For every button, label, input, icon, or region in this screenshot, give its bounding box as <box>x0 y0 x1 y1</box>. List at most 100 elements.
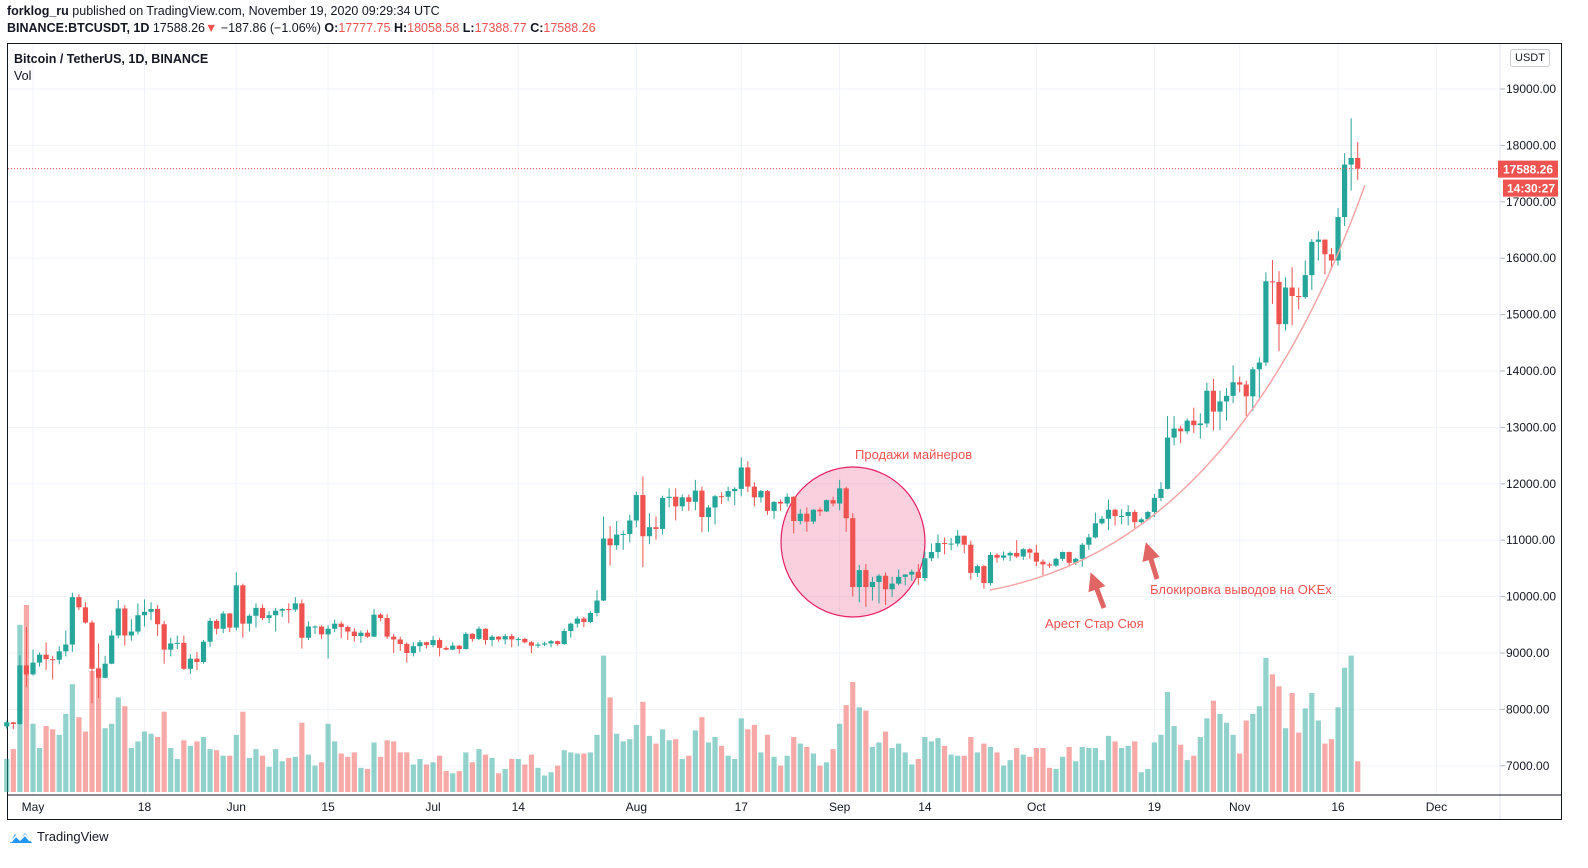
volume-bar <box>522 764 528 792</box>
volume-bar <box>1099 760 1105 792</box>
volume-bar <box>1184 760 1190 792</box>
candle-body <box>764 491 771 511</box>
x-tick-label: Jul <box>425 800 440 814</box>
volume-bar <box>705 742 712 792</box>
author[interactable]: forklog_ru <box>7 4 69 18</box>
tradingview-logo[interactable]: TradingView <box>8 829 109 844</box>
candle-body <box>640 495 646 537</box>
volume-bar <box>869 746 876 792</box>
candle-body <box>220 613 226 629</box>
candle-body <box>253 607 259 616</box>
volume-bar <box>981 743 987 792</box>
candle-body <box>718 496 725 498</box>
candle-body <box>1138 519 1144 523</box>
volume-bar <box>227 755 233 792</box>
volume-bar <box>456 771 462 792</box>
low-label: L: <box>462 21 475 35</box>
last-price-label: 17588.26 <box>1503 163 1553 177</box>
volume-bar <box>417 759 423 792</box>
candle-body <box>1033 552 1039 562</box>
candle-body <box>1355 157 1361 169</box>
volume-bar <box>791 737 797 792</box>
volume-bar <box>496 773 502 792</box>
candle-body <box>1256 362 1262 370</box>
candle-body <box>1020 549 1026 557</box>
candle-body <box>955 535 961 544</box>
volume-bar <box>364 768 371 792</box>
candle-body <box>745 467 751 487</box>
candle-body <box>1263 281 1269 363</box>
volume-bar <box>443 771 449 792</box>
candle-body <box>436 640 443 648</box>
candle-body <box>463 633 469 650</box>
candle-body <box>1092 523 1098 538</box>
candle-body <box>56 651 62 660</box>
volume-bar <box>561 750 567 792</box>
close-value: 17588.26 <box>543 21 596 35</box>
candle-body <box>987 554 994 584</box>
volume-bar <box>1053 768 1059 792</box>
trend-curve[interactable] <box>989 184 1366 591</box>
volume-bar <box>469 762 475 792</box>
volume-bar <box>214 750 220 792</box>
y-tick-label: 17000.00 <box>1506 195 1556 209</box>
volume-bar <box>174 759 180 792</box>
candle-body <box>509 636 515 640</box>
volume-bar <box>1046 767 1053 792</box>
volume-bar <box>1040 748 1046 792</box>
candle-body <box>1151 497 1158 512</box>
annotation-okex[interactable]: Блокировка выводов на OKEx <box>1150 582 1332 597</box>
candle-body <box>1000 555 1007 558</box>
bar-countdown: 14:30:27 <box>1507 182 1555 196</box>
annotation-arrest[interactable]: Арест Стар Сюя <box>1045 616 1144 631</box>
volume-bar <box>1204 718 1210 792</box>
candle-body <box>941 543 948 545</box>
chart-pane[interactable] <box>7 43 1562 820</box>
candle-body <box>653 527 659 529</box>
candle-body <box>791 496 797 522</box>
candle-body <box>69 597 75 645</box>
candle-body <box>659 497 666 529</box>
volume-bar <box>1060 756 1066 792</box>
candle-body <box>1223 395 1230 402</box>
candle-body <box>430 640 436 646</box>
volume-bar <box>974 752 980 792</box>
candle-body <box>712 496 718 508</box>
annotation-miners[interactable]: Продажи майнеров <box>855 447 972 462</box>
volume-bar <box>1217 713 1223 792</box>
y-tick-label: 13000.00 <box>1506 420 1556 434</box>
candle-body <box>1269 281 1276 283</box>
volume-indicator-label[interactable]: Vol <box>14 69 32 83</box>
volume-bar <box>614 733 620 792</box>
candle-body <box>1046 564 1053 566</box>
candle-body <box>358 632 364 637</box>
volume-bar <box>168 748 174 792</box>
volume-bar <box>1348 655 1354 792</box>
candle-body <box>876 575 882 582</box>
volume-bar <box>1197 737 1203 792</box>
volume-bar <box>273 749 279 792</box>
volume-bar <box>233 734 239 792</box>
currency-button[interactable]: USDT <box>1510 49 1550 67</box>
volume-bar <box>922 737 928 792</box>
x-tick-label: 18 <box>138 800 152 814</box>
volume-bar <box>259 755 266 792</box>
candle-body <box>541 643 548 645</box>
y-tick-label: 18000.00 <box>1506 138 1556 152</box>
pane-title: Bitcoin / TetherUS, 1D, BINANCE <box>14 52 209 66</box>
volume-bar <box>4 759 10 792</box>
volume-bar <box>1237 753 1243 792</box>
volume-bar <box>161 711 167 792</box>
candle-body <box>482 628 489 641</box>
volume-bar <box>338 753 344 792</box>
candle-body <box>1315 239 1321 242</box>
volume-bar <box>889 748 895 792</box>
volume-bar <box>633 724 639 792</box>
candle-body <box>1066 552 1072 563</box>
candle-body <box>443 647 449 650</box>
volume-bar <box>325 723 331 792</box>
candle-body <box>548 641 554 644</box>
candle-body <box>600 538 607 601</box>
candles <box>4 118 1361 730</box>
